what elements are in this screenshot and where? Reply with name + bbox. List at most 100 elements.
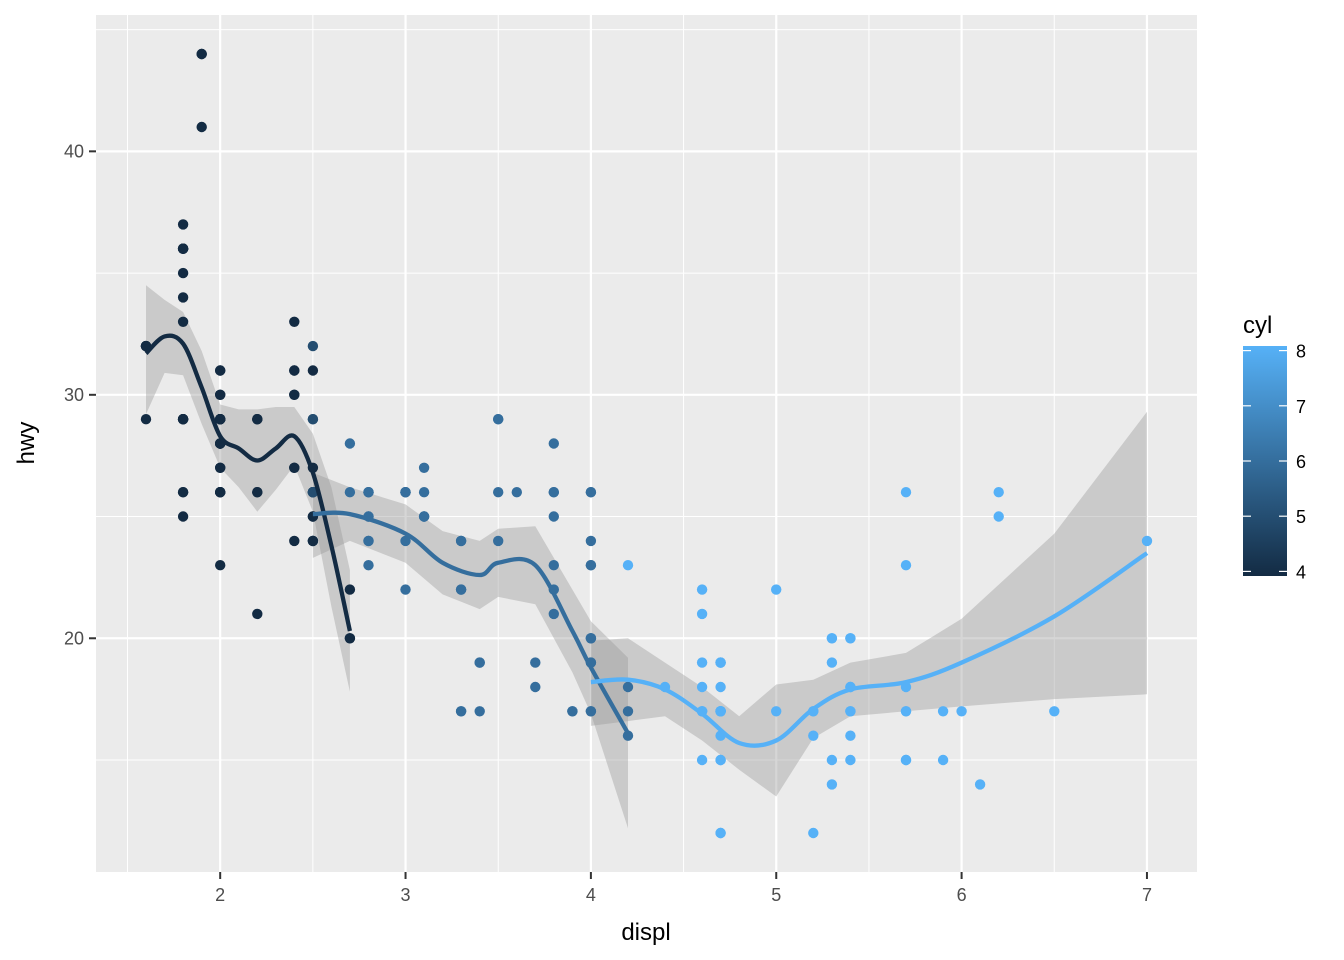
data-point bbox=[215, 487, 226, 498]
data-point bbox=[493, 487, 504, 498]
data-point bbox=[418, 487, 430, 498]
y-tick-label: 30 bbox=[64, 385, 84, 405]
data-point bbox=[177, 316, 189, 327]
data-point bbox=[344, 584, 356, 595]
data-point bbox=[215, 414, 226, 425]
data-point bbox=[252, 608, 263, 620]
data-point bbox=[177, 511, 189, 522]
data-point bbox=[696, 584, 708, 595]
data-point bbox=[177, 243, 189, 254]
data-point bbox=[845, 633, 856, 644]
smooth-ribbon-cyl-4 bbox=[146, 285, 350, 692]
data-point bbox=[252, 414, 263, 425]
data-point bbox=[289, 316, 300, 327]
data-point bbox=[993, 487, 1004, 498]
data-point bbox=[715, 827, 726, 839]
scatter-points bbox=[140, 48, 1153, 839]
data-point bbox=[696, 657, 708, 668]
smooth-line-cyl-4 bbox=[144, 333, 353, 632]
data-point bbox=[474, 657, 485, 668]
x-tick-label: 4 bbox=[586, 885, 596, 905]
data-point bbox=[400, 584, 411, 595]
data-point bbox=[845, 706, 856, 717]
data-point bbox=[548, 487, 559, 498]
data-point bbox=[344, 633, 356, 644]
data-point bbox=[1141, 535, 1153, 547]
data-point bbox=[307, 414, 319, 425]
data-point bbox=[215, 365, 226, 376]
legend-tick-label: 8 bbox=[1296, 342, 1306, 362]
smooth-line-cyl-8 bbox=[590, 551, 1149, 748]
data-point bbox=[1049, 706, 1060, 717]
data-point bbox=[622, 681, 634, 693]
data-point bbox=[307, 340, 319, 352]
data-point bbox=[585, 535, 597, 547]
data-point bbox=[900, 487, 912, 498]
minor-gridlines bbox=[96, 15, 1197, 872]
data-point bbox=[696, 608, 708, 620]
data-point bbox=[418, 511, 430, 522]
legend-title: cyl bbox=[1243, 312, 1272, 339]
smooth-lines bbox=[144, 333, 1149, 748]
data-point bbox=[900, 754, 912, 766]
data-point bbox=[974, 779, 986, 790]
data-point bbox=[622, 706, 634, 717]
data-point bbox=[215, 389, 226, 400]
data-point bbox=[511, 487, 522, 498]
data-point bbox=[289, 365, 300, 376]
y-axis-title: hwy bbox=[13, 422, 40, 465]
data-point bbox=[455, 535, 467, 547]
x-tick-label: 6 bbox=[957, 885, 967, 905]
data-point bbox=[900, 560, 912, 571]
data-point bbox=[826, 754, 838, 766]
data-point bbox=[289, 535, 300, 547]
legend-tick-label: 6 bbox=[1296, 452, 1306, 472]
data-point bbox=[215, 560, 226, 571]
data-point bbox=[715, 754, 726, 766]
data-point bbox=[344, 438, 356, 449]
y-tick-label: 20 bbox=[64, 628, 84, 648]
data-point bbox=[177, 219, 189, 230]
data-point bbox=[530, 657, 541, 668]
x-tick-label: 5 bbox=[771, 885, 781, 905]
data-point bbox=[696, 681, 708, 693]
data-point bbox=[363, 487, 374, 498]
data-point bbox=[826, 657, 838, 668]
data-point bbox=[937, 706, 949, 717]
data-point bbox=[585, 706, 597, 717]
data-point bbox=[548, 560, 559, 571]
x-axis: 2 3 4 5 6 7 bbox=[215, 872, 1152, 905]
data-point bbox=[585, 560, 597, 571]
data-point bbox=[140, 414, 152, 425]
legend-tick-label: 5 bbox=[1296, 507, 1306, 527]
data-point bbox=[400, 487, 411, 498]
data-point bbox=[808, 730, 819, 741]
data-point bbox=[196, 48, 207, 60]
data-point bbox=[307, 365, 319, 376]
data-point bbox=[826, 633, 838, 644]
data-point bbox=[548, 511, 559, 522]
y-tick-label: 40 bbox=[64, 141, 84, 161]
data-point bbox=[177, 292, 189, 303]
data-point bbox=[826, 779, 838, 790]
data-point bbox=[956, 706, 967, 717]
smooth-line-cyl-6 bbox=[312, 510, 630, 735]
x-axis-title: displ bbox=[621, 919, 670, 946]
x-tick-label: 3 bbox=[401, 885, 411, 905]
data-point bbox=[845, 730, 856, 741]
data-point bbox=[771, 706, 782, 717]
data-point bbox=[215, 462, 226, 473]
data-point bbox=[696, 754, 708, 766]
data-point bbox=[900, 706, 912, 717]
data-point bbox=[196, 121, 207, 133]
data-point bbox=[177, 487, 189, 498]
data-point bbox=[455, 706, 467, 717]
smooth-ribbons bbox=[146, 285, 1147, 829]
data-point bbox=[289, 462, 300, 473]
data-point bbox=[455, 584, 467, 595]
data-point bbox=[585, 633, 597, 644]
legend-tick-label: 4 bbox=[1296, 562, 1306, 582]
data-point bbox=[177, 267, 189, 279]
data-point bbox=[530, 681, 541, 693]
